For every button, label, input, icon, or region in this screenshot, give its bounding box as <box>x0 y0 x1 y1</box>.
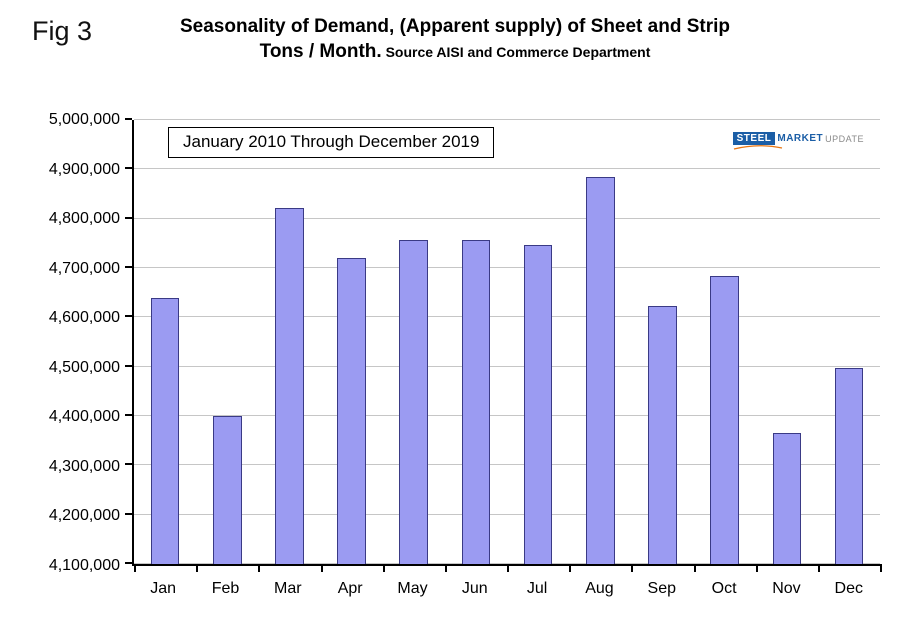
bar-slot-feb <box>196 120 258 564</box>
bar-slot-sep <box>631 120 693 564</box>
y-axis-tick-mark <box>125 562 132 564</box>
x-axis-tick-mark <box>880 564 882 572</box>
bar-jun <box>461 240 491 564</box>
y-axis-tick-mark <box>125 118 132 120</box>
x-axis-tick-label-mar: Mar <box>274 580 302 597</box>
annotation-box: January 2010 Through December 2019 <box>168 127 495 158</box>
bar-mar <box>275 207 304 564</box>
chart-title: Seasonality of Demand, (Apparent supply)… <box>120 14 790 64</box>
gridline <box>134 217 880 219</box>
bar-slot-jan <box>134 120 196 564</box>
bar-slot-jul <box>507 120 569 564</box>
y-axis-tick-mark <box>125 315 132 318</box>
x-axis-tick-label-jul: Jul <box>526 580 548 597</box>
bar-may <box>399 239 429 564</box>
x-axis-tick-mark <box>817 564 820 572</box>
x-axis-tick-mark <box>134 564 136 572</box>
y-axis-tick-mark <box>125 463 132 466</box>
x-axis-tick-label-nov: Nov <box>772 580 801 597</box>
x-axis-tick-mark <box>693 564 696 572</box>
bar-slot-may <box>383 120 445 564</box>
y-axis-tick-label: 4,600,000 <box>48 309 120 327</box>
bar-jul <box>523 245 553 564</box>
bar-slot-jun <box>445 120 507 564</box>
gridline <box>134 415 880 417</box>
steel-market-update-logo: STEEL MARKET UPDATE <box>732 132 864 150</box>
bar-jan <box>150 297 180 564</box>
y-axis-tick-label: 4,100,000 <box>48 557 120 574</box>
bar-aug <box>585 177 615 564</box>
bar-slot-nov <box>756 120 818 564</box>
x-axis-tick-mark <box>320 564 323 572</box>
x-axis-tick-label-may: May <box>397 580 428 597</box>
bar-apr <box>337 258 366 564</box>
x-axis-tick-mark <box>569 564 572 572</box>
gridlines <box>134 119 880 564</box>
x-axis-tick-mark <box>755 564 758 572</box>
x-axis-tick-label-jun: Jun <box>461 580 488 597</box>
x-axis-tick-label-aug: Aug <box>585 580 614 597</box>
y-axis-tick-label: 5,000,000 <box>48 111 120 128</box>
gridline <box>134 464 880 466</box>
chart-title-line2: Tons / Month. Source AISI and Commerce D… <box>120 40 790 64</box>
bar-oct <box>710 275 739 564</box>
gridline <box>134 267 880 269</box>
x-axis-tick-mark <box>258 564 261 572</box>
gridline <box>134 513 880 515</box>
bar-slot-apr <box>321 120 383 564</box>
chart-title-source: Source AISI and Commerce Department <box>381 44 651 60</box>
bar-slot-aug <box>569 120 631 564</box>
logo-swoosh-icon <box>733 145 782 150</box>
bar-feb <box>212 416 242 564</box>
y-axis-tick-label: 4,500,000 <box>48 358 120 376</box>
y-axis-tick-label: 4,400,000 <box>48 408 120 426</box>
bar-slot-mar <box>258 120 320 564</box>
gridline <box>134 365 880 367</box>
bar-slot-dec <box>818 120 880 564</box>
bar-nov <box>772 432 802 564</box>
figure-label: Fig 3 <box>32 16 93 46</box>
chart-title-line1: Seasonality of Demand, (Apparent supply)… <box>179 16 731 37</box>
y-axis-tick-label: 4,700,000 <box>48 259 120 277</box>
x-axis-tick-mark <box>507 564 509 572</box>
y-axis-tick-mark <box>125 216 132 219</box>
x-axis-tick-mark <box>196 564 199 572</box>
x-axis-tick-label-jan: Jan <box>150 580 177 597</box>
logo-market-text: MARKET <box>777 133 824 144</box>
bar-series <box>134 120 880 564</box>
x-axis-labels: Jan Feb Mar Apr May Jun Jul Aug Sep Oct Nov Dec <box>132 580 880 598</box>
gridline <box>134 316 880 318</box>
x-axis-tick-label-dec: Dec <box>834 580 863 597</box>
y-axis-labels: 4,100,000 4,200,000 4,300,000 4,400,000 4,50… <box>0 111 120 574</box>
x-axis-tick-mark <box>444 564 447 572</box>
x-axis-tick-label-apr: Apr <box>337 580 363 597</box>
chart-title-line2-main: Tons / Month. <box>259 41 382 62</box>
y-axis-tick-label: 4,900,000 <box>48 160 120 178</box>
bar-sep <box>648 306 677 564</box>
x-axis-tick-label-sep: Sep <box>647 580 677 597</box>
x-axis-tick-label-feb: Feb <box>211 580 240 597</box>
logo-steel-text: STEEL <box>732 132 776 145</box>
y-axis-tick-label: 4,800,000 <box>48 210 120 228</box>
y-axis-tick-mark <box>125 512 132 515</box>
y-axis-tick-mark <box>125 364 132 367</box>
y-axis-tick-label: 4,300,000 <box>48 457 120 475</box>
y-axis-tick-mark <box>125 167 132 170</box>
x-axis-tick-mark <box>631 564 634 572</box>
bar-dec <box>834 367 864 564</box>
x-axis-tick-label-oct: Oct <box>711 580 737 597</box>
gridline <box>134 168 880 170</box>
y-axis-tick-label: 4,200,000 <box>48 507 120 525</box>
y-axis-tick-mark <box>125 414 132 417</box>
x-axis-tick-mark <box>382 564 385 572</box>
gridline <box>134 119 880 120</box>
bar-slot-oct <box>694 120 756 564</box>
gridline <box>134 563 880 564</box>
plot-area <box>125 118 882 572</box>
y-axis-tick-mark <box>125 266 132 269</box>
logo-update-text: UPDATE <box>825 133 864 144</box>
